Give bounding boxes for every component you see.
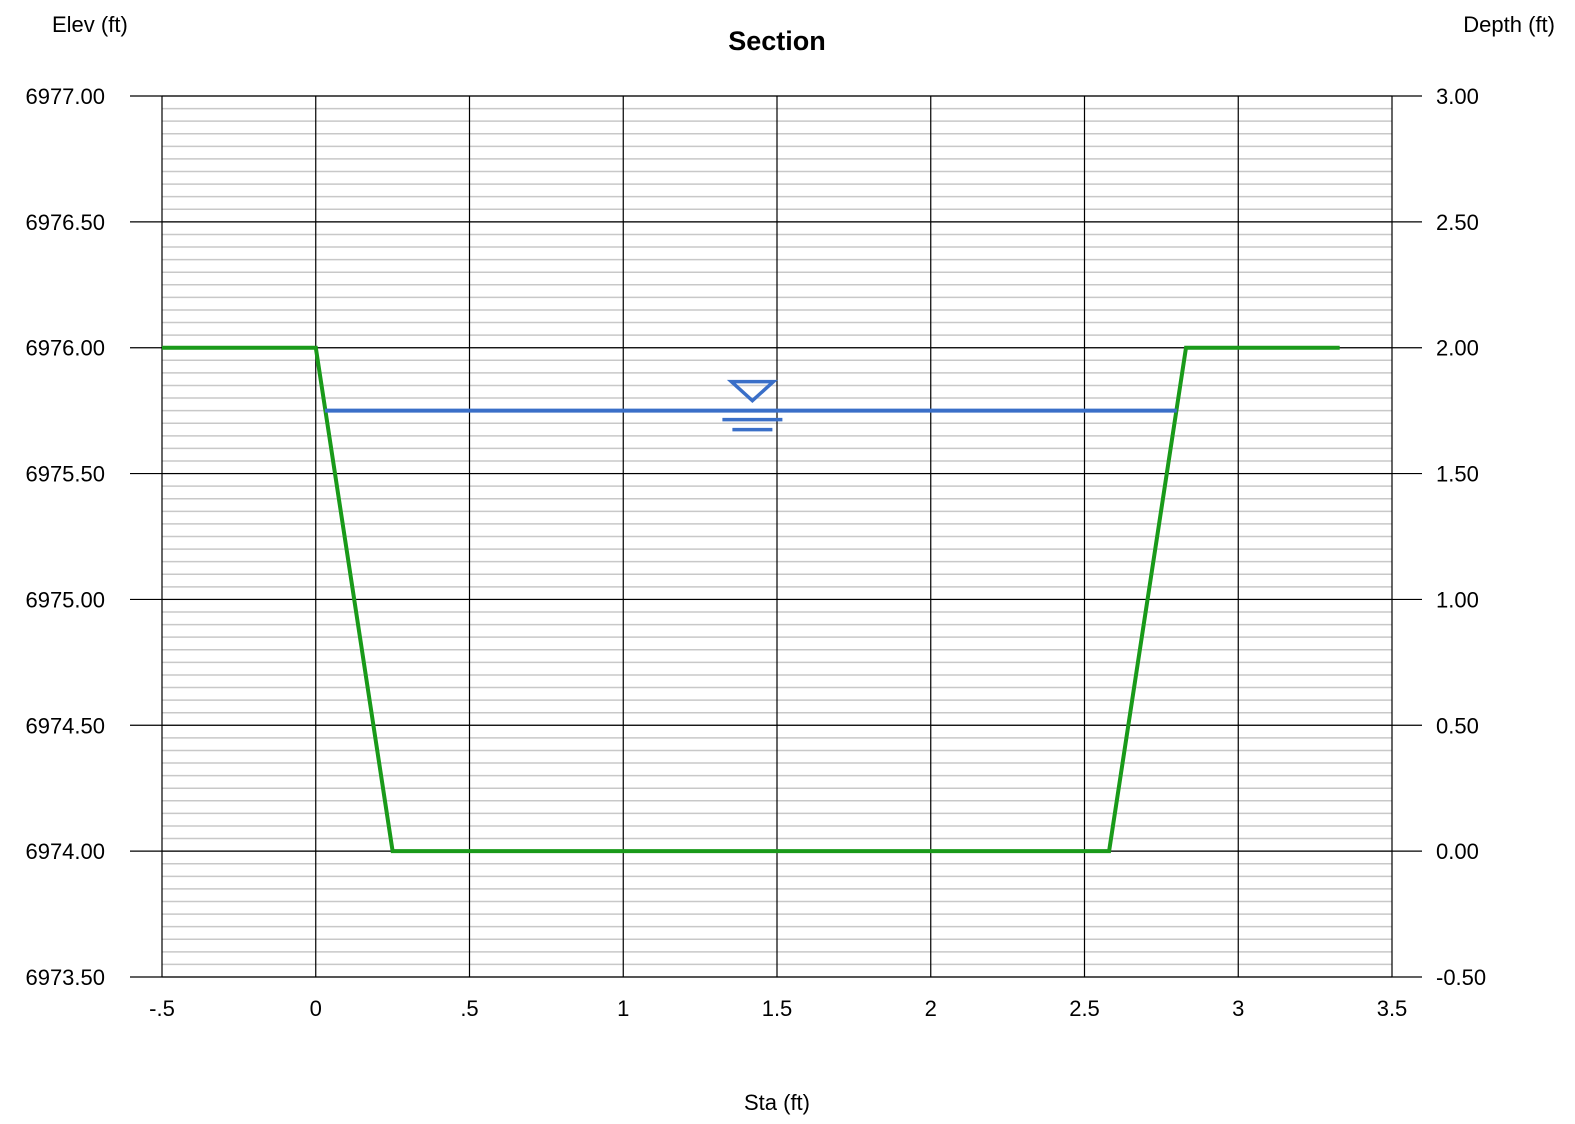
water-level-icon [726, 379, 778, 404]
y-right-tick-label: -0.50 [1436, 965, 1486, 990]
y-right-tick-label: 3.00 [1436, 84, 1479, 109]
y-left-tick-label: 6973.50 [25, 965, 105, 990]
y-left-tick-label: 6976.00 [25, 336, 105, 361]
x-tick-label: .5 [460, 996, 478, 1021]
x-tick-label: 0 [310, 996, 322, 1021]
x-tick-label: -.5 [149, 996, 175, 1021]
x-tick-label: 3.5 [1377, 996, 1408, 1021]
x-axis-label: Sta (ft) [744, 1090, 810, 1115]
y-left-tick-label: 6974.00 [25, 839, 105, 864]
y-left-tick-label: 6976.50 [25, 210, 105, 235]
y-right-tick-label: 1.50 [1436, 462, 1479, 487]
series-layer [162, 345, 1340, 854]
x-tick-label: 2 [925, 996, 937, 1021]
y-left-tick-label: 6977.00 [25, 84, 105, 109]
major-grid [130, 95, 1422, 978]
y-right-tick-label: 0.50 [1436, 713, 1479, 738]
y-axis-left-label: Elev (ft) [52, 12, 128, 37]
chart-title: Section [728, 26, 826, 56]
x-tick-label: 3 [1232, 996, 1244, 1021]
y-right-tick-label: 0.00 [1436, 839, 1479, 864]
y-right-tick-label: 2.00 [1436, 336, 1479, 361]
x-tick-label: 2.5 [1069, 996, 1100, 1021]
ground-profile-line [162, 345, 1340, 854]
y-left-tick-label: 6975.00 [25, 587, 105, 612]
x-tick-label: 1 [617, 996, 629, 1021]
y-right-tick-label: 1.00 [1436, 587, 1479, 612]
x-tick-label: 1.5 [762, 996, 793, 1021]
y-left-tick-label: 6974.50 [25, 713, 105, 738]
y-left-tick-label: 6975.50 [25, 462, 105, 487]
y-axis-right-label: Depth (ft) [1463, 12, 1555, 37]
y-right-tick-label: 2.50 [1436, 210, 1479, 235]
